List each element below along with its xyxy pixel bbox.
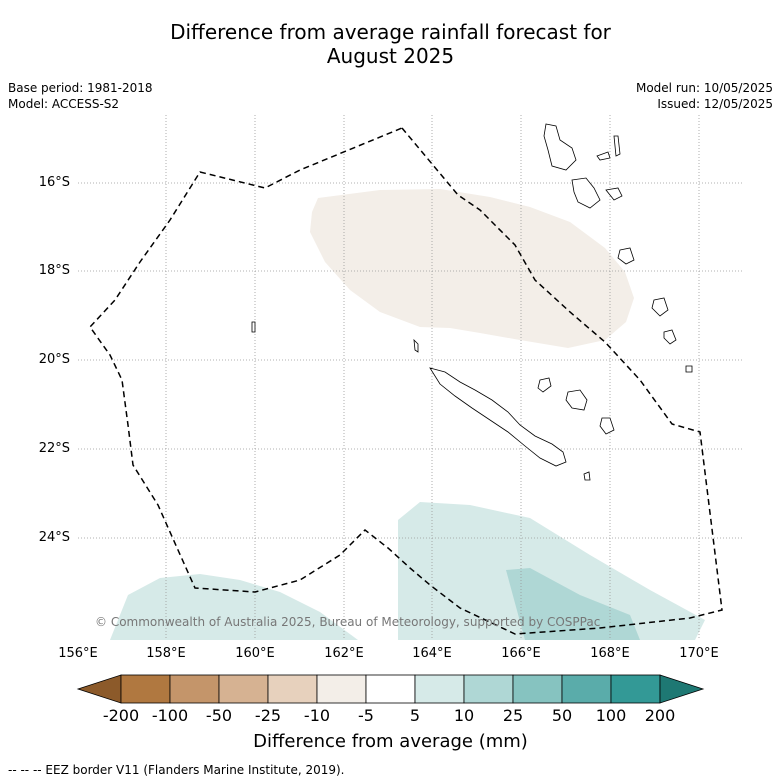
colorbar-tick-3: -50	[205, 706, 233, 725]
much-wetter-region-fill	[506, 568, 640, 640]
copyright-notice: © Commonwealth of Australia 2025, Bureau…	[95, 615, 601, 629]
issued-date: Issued: 12/05/2025	[657, 97, 773, 111]
map-title: Difference from average rainfall forecas…	[0, 20, 781, 68]
island-loyalty-1	[537, 377, 552, 393]
lon-label-164e: 164°E	[412, 646, 452, 661]
colorbar-bin-10	[561, 674, 612, 704]
islands	[251, 123, 693, 481]
colorbar-tick-4: -25	[254, 706, 282, 725]
colorbar-title: Difference from average (mm)	[253, 731, 528, 752]
island-tanna	[663, 329, 677, 345]
island-ambae	[596, 151, 611, 161]
model-name: Model: ACCESS-S2	[8, 97, 120, 111]
colorbar-extend-high	[659, 674, 705, 704]
island-belep	[413, 338, 419, 353]
island-efate	[617, 247, 635, 265]
colorbar-tick-7: 5	[409, 706, 421, 725]
colorbar-bin-9	[512, 674, 563, 704]
colorbar-tick-2: -100	[151, 706, 189, 725]
colorbar-tick-6: -5	[358, 706, 374, 725]
island-espiritu-santo	[543, 123, 577, 171]
colorbar-bin-5	[316, 674, 367, 704]
lon-label-168e: 168°E	[590, 646, 630, 661]
island-maewo	[613, 135, 621, 157]
lon-label-158e: 158°E	[146, 646, 186, 661]
wetter-region-fill-southwest	[110, 574, 358, 640]
colorbar-bin-1	[120, 674, 171, 704]
colorbar-tick-8: 10	[453, 706, 475, 725]
island-grande-terre	[429, 367, 567, 467]
colorbar-bin-2	[169, 674, 220, 704]
island-isle-of-pines	[583, 471, 591, 481]
lon-label-156e: 156°E	[58, 646, 98, 661]
colorbar-bin-4	[267, 674, 318, 704]
lat-label-20s: 20°S	[38, 352, 70, 367]
model-run: Model run: 10/05/2025	[635, 81, 773, 95]
colorbar-extend-low	[76, 674, 122, 704]
wetter-region-fill-southeast	[398, 502, 705, 640]
lat-label-24s: 24°S	[38, 530, 70, 545]
colorbar-tick-5: -10	[303, 706, 331, 725]
colorbar-tick-10: 50	[551, 706, 573, 725]
colorbar-bin-8	[463, 674, 514, 704]
lat-label-22s: 22°S	[38, 441, 70, 456]
title-line-2: August 2025	[326, 44, 455, 68]
island-loyalty-3	[599, 417, 615, 435]
lon-label-166e: 166°E	[501, 646, 541, 661]
island-erromango	[651, 297, 669, 317]
island-malakula	[571, 177, 601, 209]
gridlines	[78, 115, 743, 640]
run-info: Model run: 10/05/2025 Issued: 12/05/2025	[636, 80, 773, 112]
island-chesterfield	[251, 321, 256, 333]
eez-footnote: -- -- -- EEZ border V11 (Flanders Marine…	[8, 763, 345, 777]
colorbar-tick-11: 100	[595, 706, 627, 725]
island-aneityum	[685, 365, 693, 373]
drier-region-fill	[310, 189, 634, 348]
island-pentecost	[605, 187, 623, 201]
colorbar-bin-7	[414, 674, 465, 704]
colorbar	[76, 674, 705, 704]
lat-label-18s: 18°S	[38, 263, 70, 278]
island-loyalty-2	[565, 389, 588, 411]
lat-label-16s: 16°S	[38, 175, 70, 190]
colorbar-tick-12: 200	[644, 706, 676, 725]
lon-label-162e: 162°E	[324, 646, 364, 661]
title-line-1: Difference from average rainfall forecas…	[170, 20, 611, 44]
base-period: Base period: 1981-2018	[8, 81, 153, 95]
colorbar-bin-6	[365, 674, 416, 704]
lon-label-160e: 160°E	[235, 646, 275, 661]
colorbar-tick-9: 25	[502, 706, 524, 725]
colorbar-bin-11	[610, 674, 661, 704]
eez-border	[89, 127, 723, 635]
colorbar-tick-1: -200	[102, 706, 140, 725]
colorbar-bin-3	[218, 674, 269, 704]
base-info: Base period: 1981-2018 Model: ACCESS-S2	[8, 80, 153, 112]
lon-label-170e: 170°E	[679, 646, 719, 661]
